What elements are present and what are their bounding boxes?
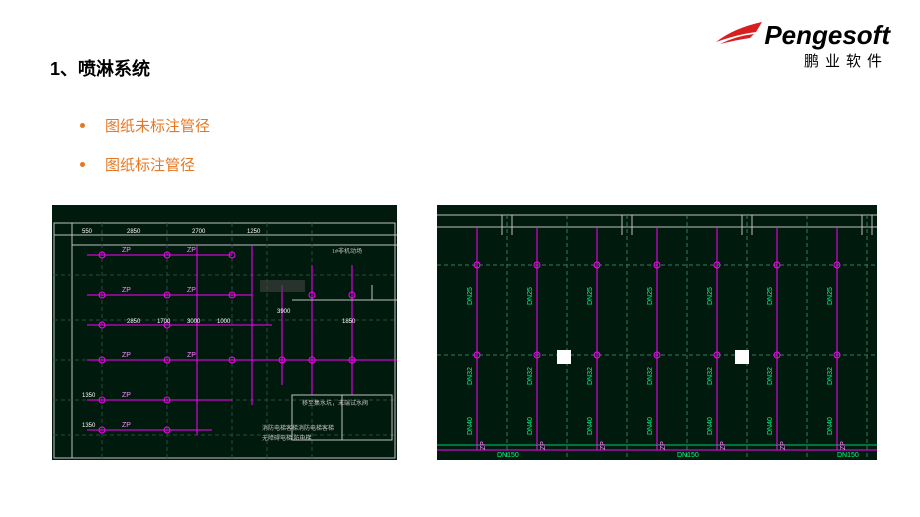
svg-text:ZP: ZP xyxy=(122,247,131,254)
svg-text:DN25: DN25 xyxy=(527,287,534,305)
svg-text:DN32: DN32 xyxy=(647,367,654,385)
svg-text:ZP: ZP xyxy=(122,392,131,399)
brand-logo: Pengesoft 鹏业软件 xyxy=(714,20,890,71)
svg-text:1850: 1850 xyxy=(342,319,356,325)
svg-text:移至集水坑，末端试水阀: 移至集水坑，末端试水阀 xyxy=(302,399,368,407)
bullet-text: 图纸未标注管径 xyxy=(105,115,210,136)
svg-text:550: 550 xyxy=(82,229,93,235)
svg-text:DN25: DN25 xyxy=(707,287,714,305)
svg-text:DN40: DN40 xyxy=(827,417,834,435)
svg-text:ZP: ZP xyxy=(122,287,131,294)
cad-drawing-right: DN25 DN25 DN25 DN25 DN25 DN25 DN25 DN32 … xyxy=(437,205,877,460)
svg-text:ZP: ZP xyxy=(122,422,131,429)
svg-text:ZP: ZP xyxy=(540,441,547,450)
svg-text:ZP: ZP xyxy=(122,352,131,359)
image-row: 550 2850 2700 1250 ZP ZP ZP ZP ZP ZP ZP … xyxy=(52,205,877,460)
svg-text:1350: 1350 xyxy=(82,393,96,399)
svg-text:DN25: DN25 xyxy=(767,287,774,305)
svg-text:ZP: ZP xyxy=(187,352,196,359)
svg-text:DN150: DN150 xyxy=(497,452,519,459)
svg-text:ZP: ZP xyxy=(660,441,667,450)
svg-text:DN40: DN40 xyxy=(707,417,714,435)
logo-sub-text: 鹏业软件 xyxy=(714,50,890,71)
bullet-item: 图纸标注管径 xyxy=(80,154,210,175)
cad-drawing-left: 550 2850 2700 1250 ZP ZP ZP ZP ZP ZP ZP … xyxy=(52,205,397,460)
svg-text:ZP: ZP xyxy=(187,287,196,294)
svg-text:1000: 1000 xyxy=(217,319,231,325)
svg-text:DN150: DN150 xyxy=(837,452,859,459)
svg-text:2850: 2850 xyxy=(127,229,141,235)
svg-text:DN40: DN40 xyxy=(647,417,654,435)
bullet-item: 图纸未标注管径 xyxy=(80,115,210,136)
svg-text:2850: 2850 xyxy=(127,319,141,325)
svg-text:DN32: DN32 xyxy=(827,367,834,385)
svg-text:1350: 1350 xyxy=(82,423,96,429)
logo-swoosh-icon xyxy=(714,20,764,48)
logo-main-text: Pengesoft xyxy=(764,22,890,48)
bullet-dot-icon xyxy=(80,123,85,128)
svg-text:1700: 1700 xyxy=(157,319,171,325)
svg-text:DN25: DN25 xyxy=(587,287,594,305)
svg-text:DN32: DN32 xyxy=(707,367,714,385)
svg-text:DN40: DN40 xyxy=(587,417,594,435)
svg-text:DN40: DN40 xyxy=(467,417,474,435)
svg-text:DN40: DN40 xyxy=(527,417,534,435)
svg-text:3900: 3900 xyxy=(277,309,291,315)
bullet-dot-icon xyxy=(80,162,85,167)
svg-text:无障碍电梯 防电梯: 无障碍电梯 防电梯 xyxy=(262,434,312,442)
bullet-text: 图纸标注管径 xyxy=(105,154,195,175)
svg-text:ZP: ZP xyxy=(780,441,787,450)
svg-text:消防电梯客梯消防电梯客梯: 消防电梯客梯消防电梯客梯 xyxy=(262,424,334,432)
svg-text:3000: 3000 xyxy=(187,319,201,325)
svg-text:DN32: DN32 xyxy=(467,367,474,385)
svg-text:ZP: ZP xyxy=(600,441,607,450)
svg-text:DN25: DN25 xyxy=(647,287,654,305)
svg-text:DN25: DN25 xyxy=(827,287,834,305)
svg-text:ZP: ZP xyxy=(840,441,847,450)
svg-text:DN32: DN32 xyxy=(587,367,594,385)
slide-title: 1、喷淋系统 xyxy=(50,55,150,81)
svg-text:ZP: ZP xyxy=(187,247,196,254)
svg-text:1#非机动场: 1#非机动场 xyxy=(332,247,362,255)
svg-text:DN150: DN150 xyxy=(677,452,699,459)
svg-text:ZP: ZP xyxy=(720,441,727,450)
svg-text:2700: 2700 xyxy=(192,229,206,235)
svg-text:ZP: ZP xyxy=(480,441,487,450)
svg-text:DN32: DN32 xyxy=(767,367,774,385)
bullet-list: 图纸未标注管径 图纸标注管径 xyxy=(80,115,210,193)
svg-text:1250: 1250 xyxy=(247,229,261,235)
svg-text:DN40: DN40 xyxy=(767,417,774,435)
svg-text:DN25: DN25 xyxy=(467,287,474,305)
svg-text:DN32: DN32 xyxy=(527,367,534,385)
